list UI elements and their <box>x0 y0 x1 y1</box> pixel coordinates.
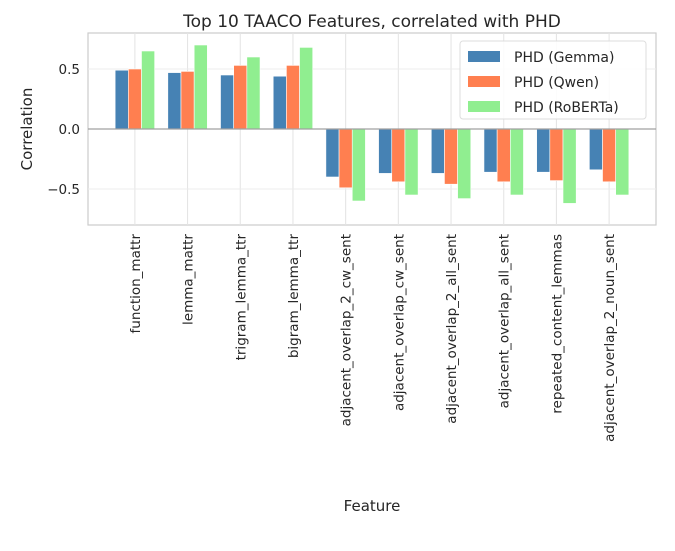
x-tick-label: function_mattr <box>128 234 144 334</box>
legend-label: PHD (RoBERTa) <box>514 100 619 116</box>
bar-phd-qwen <box>233 65 248 130</box>
bar-phd-roberta <box>141 50 155 130</box>
bar-phd-gemma <box>430 128 445 174</box>
bar-phd-gemma <box>167 72 182 130</box>
bar-phd-roberta <box>457 128 472 199</box>
bar-phd-roberta <box>615 128 630 196</box>
legend-swatch <box>468 101 500 112</box>
x-tick-label: repeated_content_lemmas <box>549 234 565 414</box>
x-tick-label: adjacent_overlap_cw_sent <box>391 234 407 411</box>
bar-phd-qwen <box>496 128 511 183</box>
legend-label: PHD (Qwen) <box>514 75 599 91</box>
bar-phd-roberta <box>246 56 261 130</box>
bar-phd-roberta <box>510 128 524 196</box>
x-tick-label: bigram_lemma_ttr <box>286 234 302 359</box>
bar-phd-qwen <box>602 128 616 183</box>
bar-phd-gemma <box>114 69 129 130</box>
x-axis-label: Feature <box>344 497 401 515</box>
bar-phd-qwen <box>391 128 406 183</box>
bar-phd-qwen <box>128 68 142 130</box>
x-tick-label: adjacent_overlap_2_all_sent <box>444 234 460 424</box>
bar-phd-qwen <box>180 71 195 130</box>
x-tick-label: adjacent_overlap_2_cw_sent <box>339 234 355 426</box>
chart-title: Top 10 TAACO Features, correlated with P… <box>182 12 561 32</box>
bar-phd-gemma <box>272 75 287 130</box>
x-tick-label: lemma_mattr <box>181 234 197 325</box>
y-tick-label: −0.5 <box>47 182 80 198</box>
x-tick-label: trigram_lemma_ttr <box>233 234 249 361</box>
legend-box <box>459 40 647 120</box>
x-tick-label: adjacent_overlap_all_sent <box>497 234 513 408</box>
bar-phd-qwen <box>549 128 564 181</box>
bar-phd-qwen <box>338 128 353 189</box>
y-tick-label: 0.0 <box>59 122 80 138</box>
legend-swatch <box>468 51 500 62</box>
bar-phd-roberta <box>193 44 208 130</box>
bar-phd-gemma <box>589 128 603 171</box>
x-tick-label: adjacent_overlap_2_noun_sent <box>602 234 618 442</box>
bar-phd-gemma <box>536 128 551 173</box>
bar-phd-roberta <box>299 47 314 130</box>
bar-phd-gemma <box>220 74 234 130</box>
legend-label: PHD (Gemma) <box>514 50 614 66</box>
bar-phd-qwen <box>286 65 300 130</box>
bar-phd-roberta <box>404 128 419 196</box>
y-axis-label: Correlation <box>18 88 36 171</box>
legend-swatch <box>468 76 500 87</box>
bar-phd-gemma <box>483 128 498 173</box>
bar-phd-gemma <box>378 128 393 174</box>
bar-phd-qwen <box>444 128 458 185</box>
bar-phd-gemma <box>325 128 340 178</box>
bar-phd-roberta <box>351 128 366 202</box>
bar-phd-roberta <box>562 128 577 204</box>
y-tick-label: 0.5 <box>59 62 80 78</box>
